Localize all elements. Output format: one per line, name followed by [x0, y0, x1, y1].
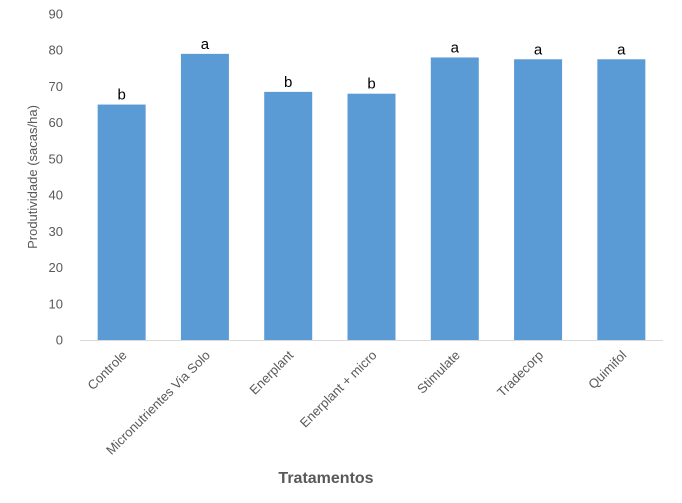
y-tick-label: 40 [49, 188, 63, 203]
data-label-0: b [117, 87, 125, 104]
data-label-4: a [451, 39, 460, 56]
y-axis-ticks: 0 10 20 30 40 50 60 70 80 90 [49, 7, 63, 348]
bar-5 [514, 59, 563, 341]
y-tick-label: 10 [49, 296, 63, 311]
bars-group [97, 53, 646, 341]
bar-3 [347, 93, 396, 340]
bar-6 [597, 59, 646, 341]
x-tick-label-0: Controle [84, 348, 129, 393]
y-tick-label: 60 [49, 115, 63, 130]
y-tick-label: 20 [49, 260, 63, 275]
x-tick-label-3: Enerplant + micro [297, 348, 380, 431]
y-tick-label: 70 [49, 79, 63, 94]
x-tick-label-5: Tradecorp [494, 348, 546, 400]
bar-4 [430, 57, 479, 340]
data-label-6: a [617, 41, 626, 58]
data-label-1: a [201, 36, 210, 53]
data-label-5: a [534, 41, 543, 58]
bar-2 [264, 91, 313, 340]
x-tick-label-4: Stimulate [414, 348, 463, 397]
y-tick-label: 90 [49, 7, 63, 22]
x-axis-title: Tratamentos [278, 470, 373, 487]
x-tick-label-2: Enerplant [246, 347, 296, 397]
y-tick-label: 0 [56, 333, 63, 348]
y-axis-title: Produtividade (sacas/ha) [25, 105, 40, 249]
x-tick-label-6: Quimifol [585, 347, 629, 391]
y-tick-label: 50 [49, 151, 63, 166]
y-tick-label: 30 [49, 224, 63, 239]
data-label-2: b [284, 74, 292, 91]
data-labels-group: b a b b a a a [117, 36, 626, 104]
bar-1 [180, 53, 229, 340]
bar-0 [97, 104, 146, 340]
y-tick-label: 80 [49, 43, 63, 58]
data-label-3: b [367, 76, 375, 93]
